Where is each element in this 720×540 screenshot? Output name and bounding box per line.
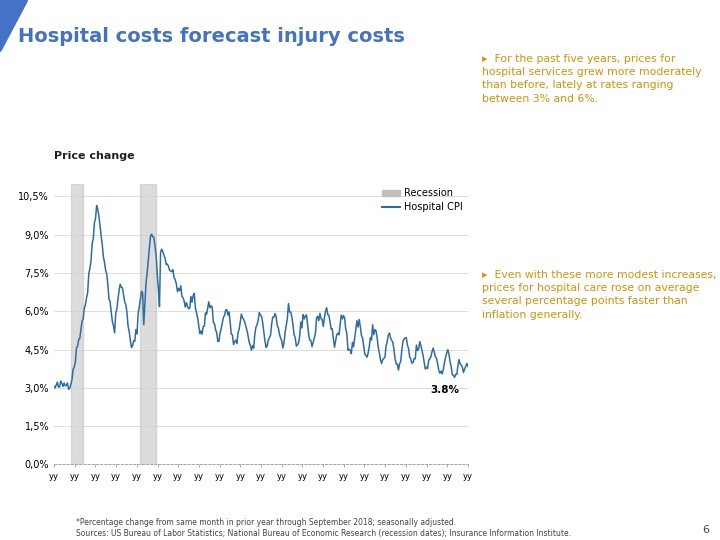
Text: 6: 6 [702, 524, 709, 535]
Text: Hospital costs forecast injury costs: Hospital costs forecast injury costs [18, 27, 405, 46]
Text: 3.8%: 3.8% [430, 384, 459, 395]
Legend: Recession, Hospital CPI: Recession, Hospital CPI [382, 188, 463, 212]
Text: ▸  Even with these more modest increases, prices for hospital care rose on avera: ▸ Even with these more modest increases,… [482, 270, 717, 320]
Bar [140, 184, 156, 464]
Bar [71, 184, 84, 464]
Text: ▸  For the past five years, prices for hospital services grew more moderately th: ▸ For the past five years, prices for ho… [482, 54, 702, 104]
Text: *Percentage change from same month in prior year through September 2018; seasona: *Percentage change from same month in pr… [76, 518, 571, 538]
Text: Price change: Price change [54, 151, 135, 161]
Polygon shape [0, 0, 27, 51]
